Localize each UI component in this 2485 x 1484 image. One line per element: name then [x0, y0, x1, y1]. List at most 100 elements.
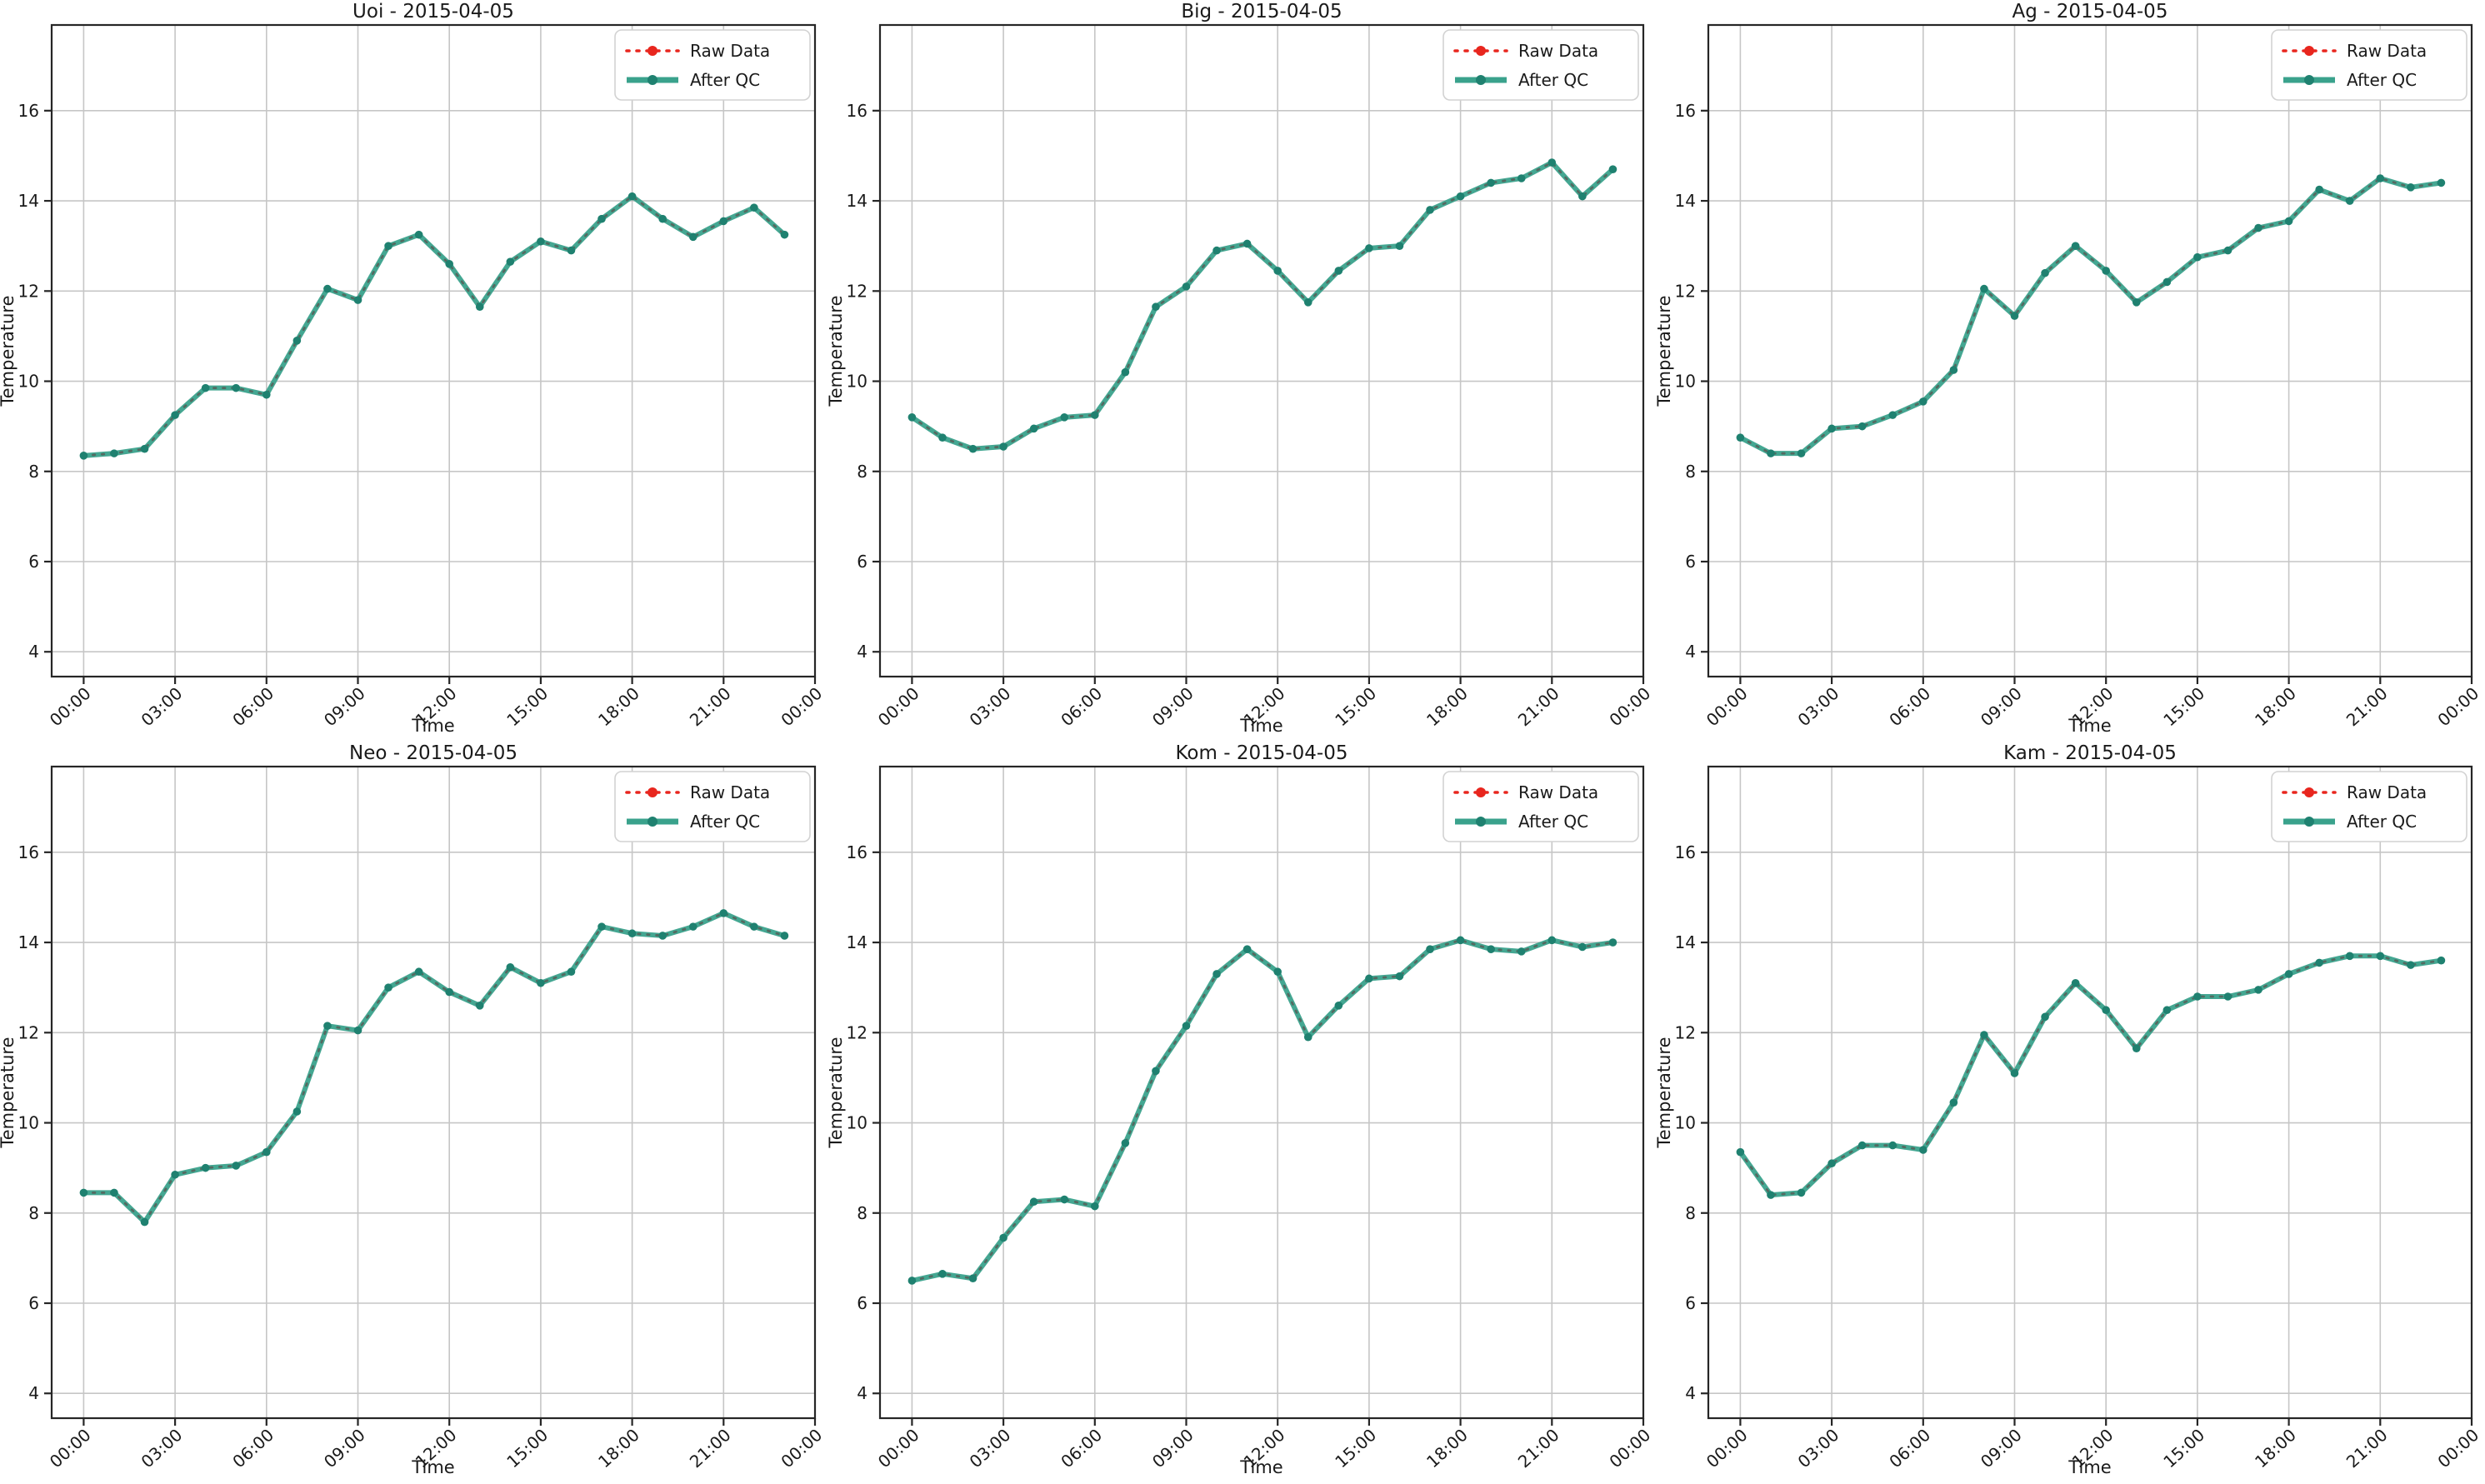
x-tick-label: 00:00 — [2433, 1425, 2482, 1472]
data-point-marker — [2376, 174, 2385, 182]
data-point-marker — [1548, 158, 1557, 167]
data-point-marker — [750, 922, 758, 931]
y-axis-label: Temperature — [0, 295, 18, 407]
x-axis-label: Time — [2068, 1457, 2111, 1477]
legend-raw-label: Raw Data — [1518, 41, 1598, 61]
x-tick-label: 09:00 — [1977, 683, 2026, 730]
chart-title: Ag - 2015-04-05 — [2012, 1, 2168, 22]
data-point-marker — [2041, 1012, 2049, 1022]
raw-data-line — [910, 161, 1614, 451]
data-point-marker — [1334, 1002, 1343, 1010]
y-tick-label: 6 — [857, 552, 868, 572]
data-point-marker — [1029, 424, 1038, 433]
y-axis-label: Temperature — [1657, 295, 1674, 407]
data-point-marker — [1828, 1159, 1836, 1168]
data-point-marker — [2437, 956, 2446, 965]
y-tick-label: 8 — [857, 1203, 868, 1223]
data-point-marker — [232, 383, 241, 392]
y-tick-label: 6 — [857, 1293, 868, 1313]
y-tick-label: 4 — [857, 1383, 868, 1403]
data-point-marker — [445, 987, 453, 997]
x-tick-label: 15:00 — [502, 1425, 552, 1472]
data-point-marker — [384, 983, 392, 992]
data-point-marker — [1949, 1098, 1958, 1107]
legend-raw-marker — [648, 46, 658, 56]
data-point-marker — [1273, 967, 1282, 977]
data-point-marker — [1517, 947, 1526, 956]
y-axis-label: Temperature — [828, 1037, 846, 1148]
data-point-marker — [938, 1270, 947, 1278]
x-tick-label: 18:00 — [2251, 1425, 2300, 1472]
y-tick-label: 14 — [847, 932, 868, 952]
data-point-marker — [445, 260, 453, 268]
data-point-marker — [1303, 1032, 1312, 1042]
data-point-marker — [628, 929, 637, 938]
legend-raw-label: Raw Data — [1518, 782, 1598, 802]
y-tick-label: 12 — [847, 1022, 868, 1042]
data-point-marker — [1090, 1202, 1099, 1211]
legend-qc-marker — [1476, 817, 1486, 827]
x-tick-label: 00:00 — [46, 683, 95, 730]
legend-qc-label: After QC — [1518, 812, 1588, 832]
data-point-marker — [780, 932, 789, 940]
x-tick-label: 15:00 — [2159, 683, 2208, 730]
x-tick-label: 00:00 — [2433, 683, 2482, 730]
y-tick-label: 16 — [1675, 101, 1696, 121]
chart-title: Kam - 2015-04-05 — [2003, 742, 2177, 764]
subplot-neo: 4 6 8 10 12 14 16 00:00 03:00 06:00 09:00 12:00 15:0… — [0, 742, 828, 1483]
data-point-marker — [1980, 284, 1988, 293]
legend: Raw Data After QC — [2271, 29, 2468, 101]
data-point-marker — [353, 296, 362, 304]
y-tick-label: 8 — [1685, 462, 1696, 482]
data-point-marker — [2407, 183, 2415, 192]
data-point-marker — [1334, 267, 1343, 275]
x-tick-label: 03:00 — [1794, 683, 1843, 730]
data-point-marker — [688, 922, 698, 931]
data-point-marker — [2223, 992, 2232, 1001]
x-tick-label: 21:00 — [686, 683, 735, 730]
data-point-marker — [292, 337, 302, 345]
data-point-marker — [1242, 239, 1252, 248]
data-point-marker — [567, 967, 576, 977]
data-point-marker — [1608, 938, 1618, 947]
y-tick-label: 6 — [28, 1293, 39, 1313]
data-point-marker — [1517, 174, 1526, 182]
raw-data-line — [1738, 954, 2442, 1197]
data-point-marker — [1797, 1188, 1806, 1197]
data-point-marker — [2254, 986, 2262, 994]
y-tick-label: 14 — [1675, 191, 1696, 211]
data-point-marker — [79, 1188, 88, 1197]
plot-border — [1707, 765, 2473, 1420]
data-point-marker — [2315, 958, 2323, 967]
data-point-marker — [1918, 397, 1928, 406]
x-tick-label: 15:00 — [1331, 1425, 1380, 1472]
data-point-marker — [1736, 433, 1745, 442]
data-point-marker — [1152, 302, 1160, 312]
data-point-marker — [1365, 244, 1373, 252]
x-tick-label: 03:00 — [1794, 1425, 1843, 1472]
x-tick-label: 06:00 — [1885, 683, 1934, 730]
data-point-marker — [1578, 192, 1587, 201]
raw-data-line — [910, 938, 1614, 1282]
data-point-marker — [1487, 945, 1495, 953]
legend: Raw Data After QC — [2271, 771, 2468, 842]
plot-border — [50, 23, 817, 678]
data-point-marker — [2193, 992, 2202, 1001]
data-point-marker — [171, 1170, 179, 1179]
x-tick-label: 03:00 — [966, 683, 1015, 730]
data-point-marker — [999, 1233, 1008, 1242]
data-point-marker — [2437, 178, 2446, 187]
plot-border — [878, 23, 1645, 678]
data-point-marker — [688, 232, 698, 242]
qc-line — [1738, 953, 2444, 1198]
x-tick-label: 00:00 — [874, 683, 923, 730]
data-point-marker — [1182, 1022, 1191, 1030]
legend-raw-label: Raw Data — [2347, 782, 2427, 802]
chart-title: Big - 2015-04-05 — [1181, 1, 1342, 22]
x-tick-label: 06:00 — [1057, 683, 1106, 730]
x-tick-label: 03:00 — [966, 1425, 1015, 1472]
data-point-marker — [1608, 165, 1618, 173]
x-tick-label: 00:00 — [777, 1425, 826, 1472]
data-point-marker — [1121, 1139, 1130, 1147]
